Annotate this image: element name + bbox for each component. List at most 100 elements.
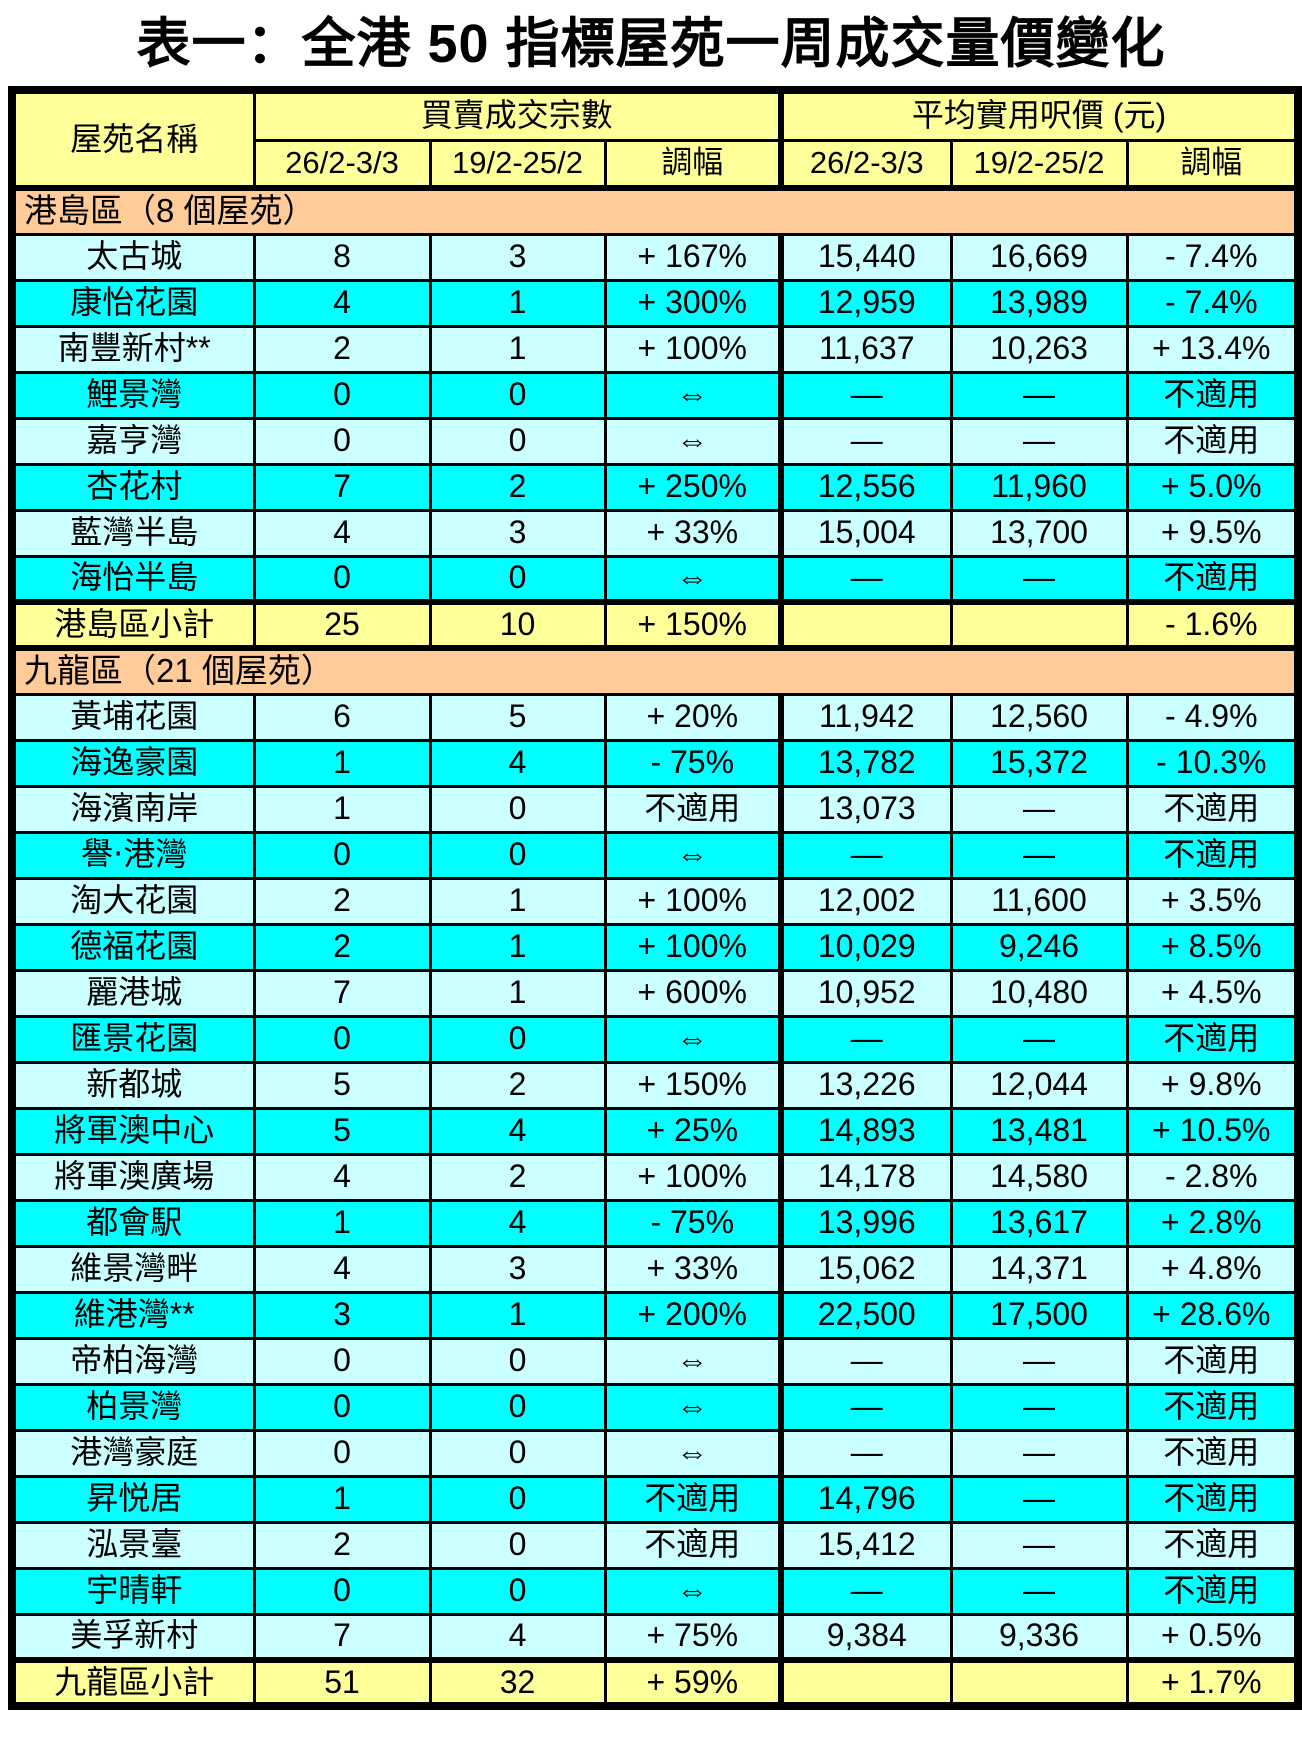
estate-row: 泓景臺 2 0 不適用 15,412— 不適用 xyxy=(10,1520,1300,1570)
estate-name-cell: 海逸豪園 xyxy=(10,738,256,788)
estate-name-cell: 藍灣半島 xyxy=(10,508,256,558)
txn-previous-cell: 0 xyxy=(428,554,607,604)
sub-header-row: 26/2-3/3 19/2-25/2 調幅 26/2-3/3 19/2-25/2… xyxy=(12,138,1300,191)
price-previous-cell: 12,044 xyxy=(949,1060,1129,1110)
txn-current-cell: 4 xyxy=(252,1152,432,1202)
price-previous-cell: — xyxy=(949,830,1129,880)
txn-current-cell: 1 xyxy=(252,784,432,834)
price-previous-cell: 10,480 xyxy=(949,968,1129,1018)
price-previous-cell: 13,700 xyxy=(949,508,1129,558)
estate-row: 鯉景灣 0 0 ⇔ — — 不適用 xyxy=(10,370,1300,420)
price-current-cell: — xyxy=(778,1428,953,1478)
txn-change-cell: + 100% xyxy=(603,324,783,374)
col-header-txn-period-previous: 19/2-25/2 xyxy=(428,138,607,191)
txn-current-cell: 1 xyxy=(252,1474,432,1524)
txn-change-cell: ⇔ xyxy=(603,370,783,420)
txn-change-cell: - 75% xyxy=(603,1198,783,1248)
estate-row: 宇晴軒 0 0 ⇔ — — 不適用 xyxy=(10,1566,1300,1616)
estate-row: 維景灣畔 4 3 + 33% 15,062 14,371 + 4.8% xyxy=(10,1244,1300,1294)
estate-row: 港灣豪庭 0 0 ⇔ — — 不適用 xyxy=(10,1428,1300,1478)
subtotal-txn-current-cell: 51 xyxy=(252,1657,432,1709)
price-change-cell: - 4.9% xyxy=(1125,692,1300,742)
txn-current-cell: 4 xyxy=(252,508,432,558)
txn-previous-cell: 0 xyxy=(428,1474,607,1524)
price-change-cell: 不適用 xyxy=(1125,1566,1300,1616)
price-previous-cell: 15,372 xyxy=(949,738,1129,788)
txn-previous-cell: 2 xyxy=(428,1152,607,1202)
price-current-cell: 15,004 xyxy=(778,508,953,558)
col-header-txn-change: 調幅 xyxy=(603,138,783,191)
estate-row: 美孚新村 7 4 + 75% 9,384 9,336 + 0.5% xyxy=(10,1612,1300,1662)
txn-current-cell: 0 xyxy=(252,1014,432,1064)
estate-row: 海怡半島 0 0 ⇔ — — 不適用 xyxy=(10,554,1300,604)
estate-name-cell: 康怡花園 xyxy=(10,278,256,328)
txn-previous-cell: 3 xyxy=(428,1244,607,1294)
price-previous-cell: 13,481 xyxy=(949,1106,1129,1156)
price-change-cell: + 9.8% xyxy=(1125,1060,1300,1110)
price-change-cell: 不適用 xyxy=(1125,370,1300,420)
txn-previous-cell: 1 xyxy=(428,324,607,374)
price-change-cell: + 8.5% xyxy=(1125,922,1300,972)
price-change-cell: + 3.5% xyxy=(1125,876,1300,926)
txn-change-cell: - 75% xyxy=(603,738,783,788)
subtotal-txn-change-cell: + 150% xyxy=(603,599,783,651)
txn-current-cell: 2 xyxy=(252,922,432,972)
price-previous-cell: — xyxy=(949,1014,1129,1064)
price-current-cell: 14,893 xyxy=(778,1106,953,1156)
estate-name-cell: 泓景臺 xyxy=(10,1520,256,1570)
txn-current-cell: 5 xyxy=(252,1060,432,1110)
estate-row: 匯景花園 0 0 ⇔ — — 不適用 xyxy=(10,1014,1300,1064)
estate-row: 淘大花園 2 1 + 100% 12,002 11,600 + 3.5% xyxy=(10,876,1300,926)
price-previous-cell: — xyxy=(949,1566,1129,1616)
price-change-cell: + 9.5% xyxy=(1125,508,1300,558)
estate-name-cell: 宇晴軒 xyxy=(10,1566,256,1616)
estate-row: 康怡花園 4 1 + 300% 12,959 13,989- 7.4% xyxy=(10,278,1300,328)
price-current-cell: 11,942 xyxy=(778,692,953,742)
estate-row: 嘉亨灣 0 0 ⇔ — — 不適用 xyxy=(10,416,1300,466)
subtotal-txn-change-cell: + 59% xyxy=(603,1657,783,1709)
price-current-cell: 11,637 xyxy=(778,324,953,374)
price-current-cell: 14,796 xyxy=(778,1474,953,1524)
price-change-cell: - 2.8% xyxy=(1125,1152,1300,1202)
price-current-cell: 10,029 xyxy=(778,922,953,972)
price-current-cell: 12,959 xyxy=(778,278,953,328)
price-current-cell: — xyxy=(778,370,953,420)
estates-table: 屋苑名稱 買賣成交宗數 平均實用呎價 (元) 26/2-3/3 19/2-25/… xyxy=(8,86,1302,1710)
price-current-cell: 22,500 xyxy=(778,1290,953,1340)
txn-change-cell: + 200% xyxy=(603,1290,783,1340)
subtotal-price-previous-cell xyxy=(949,599,1129,651)
estate-name-cell: 都會駅 xyxy=(10,1198,256,1248)
col-header-estate-name: 屋苑名稱 xyxy=(10,88,256,190)
txn-previous-cell: 5 xyxy=(428,692,607,742)
price-previous-cell: — xyxy=(949,1520,1129,1570)
txn-change-cell: ⇔ xyxy=(603,1566,783,1616)
txn-previous-cell: 3 xyxy=(428,232,607,282)
txn-current-cell: 6 xyxy=(252,692,432,742)
price-current-cell: — xyxy=(778,1382,953,1432)
txn-current-cell: 1 xyxy=(252,1198,432,1248)
price-change-cell: 不適用 xyxy=(1125,1014,1300,1064)
estate-row: 太古城 8 3 + 167% 15,440 16,669- 7.4% xyxy=(10,232,1300,282)
price-previous-cell: 14,580 xyxy=(949,1152,1129,1202)
price-current-cell: — xyxy=(778,1336,953,1386)
txn-previous-cell: 4 xyxy=(428,1612,607,1662)
price-current-cell: 15,440 xyxy=(778,232,953,282)
price-current-cell: — xyxy=(778,1566,953,1616)
txn-current-cell: 0 xyxy=(252,554,432,604)
estate-row: 藍灣半島 4 3 + 33% 15,004 13,700 + 9.5% xyxy=(10,508,1300,558)
estate-name-cell: 將軍澳廣場 xyxy=(10,1152,256,1202)
price-change-cell: 不適用 xyxy=(1125,1336,1300,1386)
price-previous-cell: 13,989 xyxy=(949,278,1129,328)
txn-current-cell: 0 xyxy=(252,1336,432,1386)
txn-previous-cell: 0 xyxy=(428,1566,607,1616)
price-change-cell: 不適用 xyxy=(1125,1474,1300,1524)
estate-row: 海逸豪園 1 4- 75% 13,782 15,372- 10.3% xyxy=(10,738,1300,788)
col-header-price-period-current: 26/2-3/3 xyxy=(778,138,953,191)
estate-name-cell: 維港灣** xyxy=(10,1290,256,1340)
subtotal-estate-name-cell: 九龍區小計 xyxy=(10,1657,256,1709)
txn-current-cell: 0 xyxy=(252,416,432,466)
txn-current-cell: 0 xyxy=(252,830,432,880)
price-previous-cell: 9,336 xyxy=(949,1612,1129,1662)
estate-name-cell: 德福花園 xyxy=(10,922,256,972)
price-current-cell: 14,178 xyxy=(778,1152,953,1202)
